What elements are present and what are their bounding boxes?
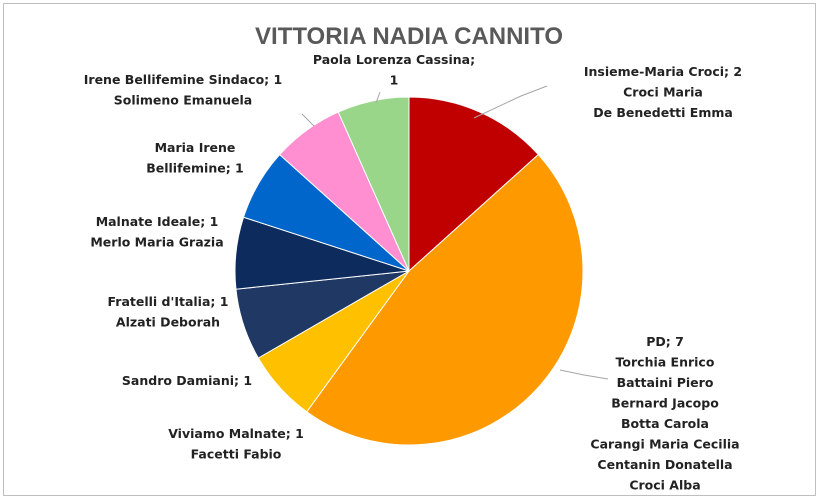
data-label-4: Fratelli d'Italia; 1 Alzati Deborah: [108, 294, 229, 330]
data-label-line: Carangi Maria Cecilia: [590, 437, 739, 452]
data-label-line: Centanin Donatella: [597, 457, 732, 472]
data-label-line: Viviamo Malnate; 1: [168, 426, 304, 441]
data-label-6: Maria Irene Bellifemine; 1: [146, 140, 244, 176]
pie-slice-0: [408, 96, 540, 273]
data-label-line: PD; 7: [646, 334, 684, 349]
data-label-line: Torchia Enrico: [616, 355, 715, 370]
data-label-7: Paola Lorenza Cassina; 1: [313, 52, 475, 88]
leader-line-1: [559, 369, 609, 380]
data-label-line: Croci Alba: [629, 478, 700, 493]
data-label-line: Bernard Jacopo: [611, 396, 719, 411]
leader-line-7: [375, 91, 381, 104]
data-label-line: Facetti Fabio: [191, 447, 282, 462]
data-label-line: Malnate Ideale; 1: [96, 214, 219, 229]
data-label-line: Botta Carola: [621, 416, 709, 431]
leader-lines: [301, 85, 609, 380]
data-label-5: Malnate Ideale; 1 Merlo Maria Grazia: [90, 214, 223, 250]
data-label-line: Paola Lorenza Cassina;: [313, 52, 475, 67]
data-labels: Insieme-Maria Croci; 2 Croci Maria De Bene…: [84, 52, 742, 493]
data-label-line: De Benedetti Emma: [593, 105, 733, 120]
data-label-line: Battaini Piero: [617, 375, 714, 390]
leader-line-8: [301, 113, 315, 127]
data-label-line: 1: [390, 73, 399, 88]
data-label-3: Sandro Damiani; 1: [122, 373, 252, 388]
data-label-line: Fratelli d'Italia; 1: [108, 294, 229, 309]
data-label-2: Viviamo Malnate; 1 Facetti Fabio: [168, 426, 304, 462]
data-label-8: Irene Bellifemine Sindaco; 1 Solimeno Ema…: [84, 72, 282, 108]
chart-frame: VITTORIA NADIA CANNITO Insieme-Maria Cro…: [3, 3, 816, 496]
data-label-line: Insieme-Maria Croci; 2: [584, 64, 742, 79]
data-label-line: Maria Irene: [155, 140, 236, 155]
pie-slice-7: [337, 96, 410, 272]
data-label-line: Croci Maria: [623, 85, 703, 100]
data-label-line: Bellifemine; 1: [146, 161, 244, 176]
data-label-line: Alzati Deborah: [116, 315, 220, 330]
data-label-line: Irene Bellifemine Sindaco; 1: [84, 72, 282, 87]
pie-slices: [234, 96, 584, 446]
data-label-line: Solimeno Emanuela: [114, 93, 253, 108]
pie-chart: VITTORIA NADIA CANNITO Insieme-Maria Cro…: [84, 23, 742, 493]
pie-slice-1: [306, 153, 584, 446]
data-label-1: PD; 7 Torchia Enrico Battaini Piero Bernard…: [590, 334, 739, 493]
leader-line-0: [473, 85, 548, 119]
data-label-line: Merlo Maria Grazia: [90, 235, 223, 250]
chart-title: VITTORIA NADIA CANNITO: [255, 23, 563, 50]
data-label-line: Sandro Damiani; 1: [122, 373, 252, 388]
data-label-0: Insieme-Maria Croci; 2 Croci Maria De Bene…: [584, 64, 742, 120]
